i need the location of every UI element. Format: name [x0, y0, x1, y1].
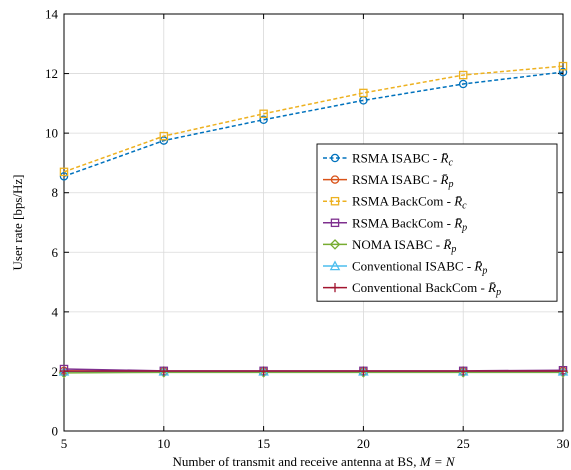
legend-marker-circle [330, 175, 340, 184]
legend-marker-square [330, 196, 340, 206]
data-point-square [59, 167, 69, 177]
data-point-circle [458, 79, 468, 89]
legend-label: Conventional BackCom - R̄p [352, 280, 501, 298]
series-1 [59, 67, 568, 181]
data-point-square [259, 109, 268, 119]
data-point-square [558, 61, 568, 71]
data-point-square [458, 70, 468, 80]
legend-entry: Conventional BackCom - R̄p [323, 280, 501, 298]
legend-label: RSMA BackCom - R̄p [352, 215, 467, 233]
x-axis-label-text: Number of transmit and receive antenna a… [172, 454, 419, 469]
plot-frame [63, 13, 564, 432]
legend-label: RSMA BackCom - R̄c [352, 194, 467, 212]
y-axis-label: User rate [bps/Hz] [10, 174, 25, 270]
y-tick-label: 4 [52, 304, 59, 319]
legend-marker-circle [330, 153, 340, 163]
series-line [63, 371, 563, 374]
legend-marker-diamond [329, 239, 341, 250]
data-point-circle [558, 67, 568, 77]
x-tick-label: 15 [257, 436, 270, 451]
legend-entry: RSMA BackCom - R̄c [323, 194, 467, 212]
y-tick-label: 10 [45, 126, 58, 141]
series-line [63, 71, 564, 178]
legend-entry: Conventional ISABC - R̄p [323, 259, 487, 277]
legend-box [316, 143, 558, 302]
y-tick-label: 14 [45, 7, 59, 22]
x-tick-label: 5 [61, 436, 68, 451]
series-7 [59, 366, 568, 376]
series-layer [58, 61, 569, 379]
data-point-circle [159, 136, 169, 145]
series-3 [59, 61, 568, 177]
legend-marker-triangle [329, 260, 341, 271]
y-tick-label: 2 [52, 364, 59, 379]
legend-label: RSMA ISABC - R̄p [352, 172, 453, 190]
y-tick-label: 8 [52, 185, 59, 200]
series-line [63, 65, 564, 173]
y-tick-label: 0 [52, 424, 59, 439]
y-tick-label: 6 [52, 245, 59, 260]
y-tick-label: 12 [45, 66, 58, 81]
data-point-circle [59, 172, 69, 181]
legend-entry: NOMA ISABC - R̄p [323, 237, 456, 255]
series-5 [58, 367, 569, 379]
data-point-circle [259, 115, 268, 124]
legend-marker-square [330, 218, 340, 228]
x-tick-label: 25 [457, 436, 470, 451]
legend-entry: RSMA ISABC - R̄c [323, 151, 453, 169]
x-tick-label: 20 [357, 436, 370, 451]
x-axis-label-math: M = N [419, 454, 456, 469]
x-axis-label: Number of transmit and receive antenna a… [172, 454, 455, 469]
x-tick-label: 10 [157, 436, 170, 451]
legend-label: RSMA ISABC - R̄c [352, 151, 453, 169]
legend-label: NOMA ISABC - R̄p [352, 237, 456, 255]
legend-entry: RSMA ISABC - R̄p [323, 172, 453, 190]
legend-entry: RSMA BackCom - R̄p [323, 215, 467, 233]
legend-label: Conventional ISABC - R̄p [352, 259, 487, 277]
x-tick-label: 30 [557, 436, 570, 451]
data-point-square [159, 131, 169, 141]
data-point-square [359, 88, 368, 98]
legend: RSMA ISABC - R̄c RSMA ISABC - R̄p RSMA Bac… [316, 143, 558, 302]
